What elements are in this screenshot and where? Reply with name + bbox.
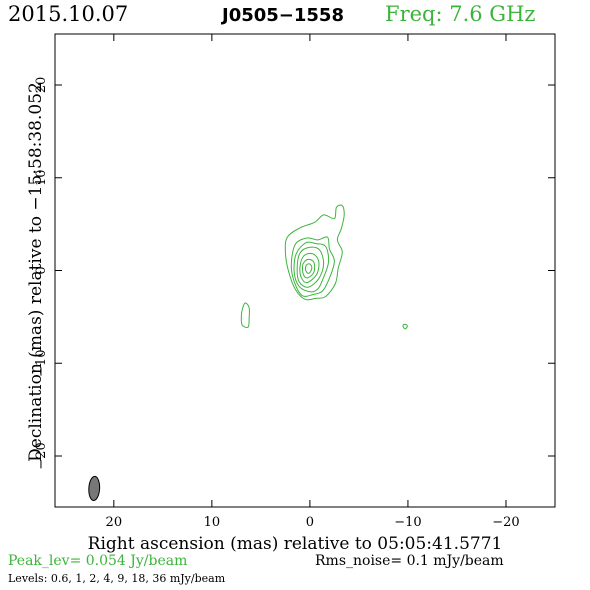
y-tick-label: −10 <box>34 350 49 377</box>
peak-level: Peak_lev= 0.054 Jy/beam <box>8 553 188 569</box>
contour-line <box>290 236 335 297</box>
contour-line <box>301 258 316 279</box>
contour-line <box>296 246 325 288</box>
contour-line <box>284 204 345 301</box>
y-tick-label: −20 <box>34 442 49 469</box>
x-axis-label: Right ascension (mas) relative to 05:05:… <box>88 534 503 554</box>
rms-noise: Rms_noise= 0.1 mJy/beam <box>315 553 504 569</box>
contour-line <box>402 323 408 330</box>
axis-ticks: 20 10 0 −10 −20 20 10 0 −10 −20 <box>34 34 555 530</box>
y-tick-label: 20 <box>34 77 49 94</box>
source-name: J0505−1558 <box>222 5 344 26</box>
x-tick-label: −10 <box>394 515 421 530</box>
contour-line <box>304 263 313 274</box>
contour-line <box>293 241 330 293</box>
contour-levels: Levels: 0.6, 1, 2, 4, 9, 18, 36 mJy/beam <box>8 572 226 585</box>
contour-line <box>240 302 250 328</box>
y-tick-label: 10 <box>34 169 49 186</box>
contour-lines <box>240 204 408 330</box>
y-tick-label: 0 <box>34 266 49 274</box>
x-tick-label: 20 <box>106 515 123 530</box>
beam-ellipse <box>88 475 101 501</box>
plot-frame <box>54 33 556 508</box>
y-axis-label: Declination (mas) relative to −15:58:38.… <box>26 82 46 462</box>
x-tick-label: −20 <box>492 515 519 530</box>
contour-line <box>299 252 320 284</box>
frequency-label: Freq: 7.6 GHz <box>385 2 536 26</box>
x-tick-label: 10 <box>204 515 221 530</box>
x-tick-label: 0 <box>306 515 314 530</box>
epoch-date: 2015.10.07 <box>8 2 129 26</box>
